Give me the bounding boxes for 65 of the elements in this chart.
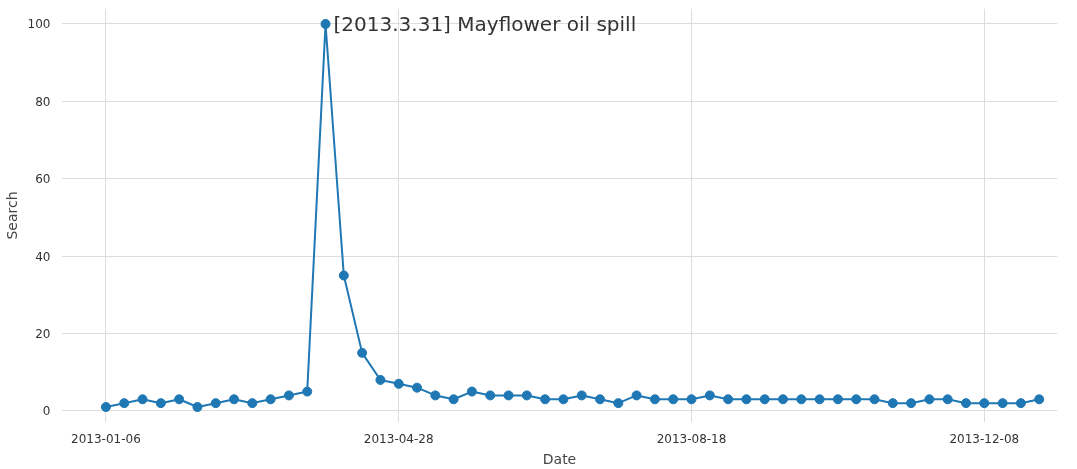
point [393,378,404,389]
point [704,390,715,401]
x-tick-label: 2013-04-28 [363,431,434,446]
point [997,398,1008,409]
point [503,390,514,401]
point [247,398,258,409]
point [613,398,624,409]
x-tick-label: 2013-12-08 [949,431,1020,446]
annotation: [2013.3.31] Mayflower oil spill [333,11,637,36]
point [485,390,496,401]
point [412,382,423,393]
point [540,394,551,405]
point [155,398,166,409]
point [631,390,642,401]
x-tick-label: 2013-08-18 [656,431,727,446]
point [100,402,111,413]
point [869,394,880,405]
point [192,402,203,413]
point [210,398,221,409]
point [961,398,971,409]
point [265,394,276,405]
y-tick-label: 40 [35,249,51,264]
y-tick-label: 20 [35,327,51,342]
point [576,390,587,401]
point [741,394,752,405]
point [174,394,185,405]
point [357,347,368,358]
y-tick-label: 80 [35,94,51,109]
point [979,398,990,409]
y-tick-label: 100 [27,17,51,32]
point [448,394,459,405]
y-tick-label: 0 [42,404,51,419]
point [778,394,789,405]
point [320,18,331,29]
point [924,394,935,405]
point [759,394,770,405]
y-tick-label: 60 [35,172,51,187]
point [649,394,660,405]
point [521,390,532,401]
point [832,394,843,405]
x-tick-label: 2013-01-06 [71,431,141,446]
point [723,394,734,405]
point [375,374,386,385]
x-axis-title: Date [542,450,577,467]
point [796,394,807,405]
point [283,390,294,401]
point [1015,398,1026,409]
point [814,394,825,405]
point [906,398,917,409]
point [137,394,148,405]
point [851,394,862,405]
point [1034,394,1045,405]
y-axis-title: Search [3,191,20,240]
point [558,394,569,405]
point [595,394,606,405]
point [119,398,130,409]
point [430,390,441,401]
point [229,394,240,405]
point [942,394,953,405]
point [887,398,898,409]
point [338,270,349,281]
point [466,386,477,397]
point [302,386,313,397]
point [668,394,679,405]
point [686,394,697,405]
